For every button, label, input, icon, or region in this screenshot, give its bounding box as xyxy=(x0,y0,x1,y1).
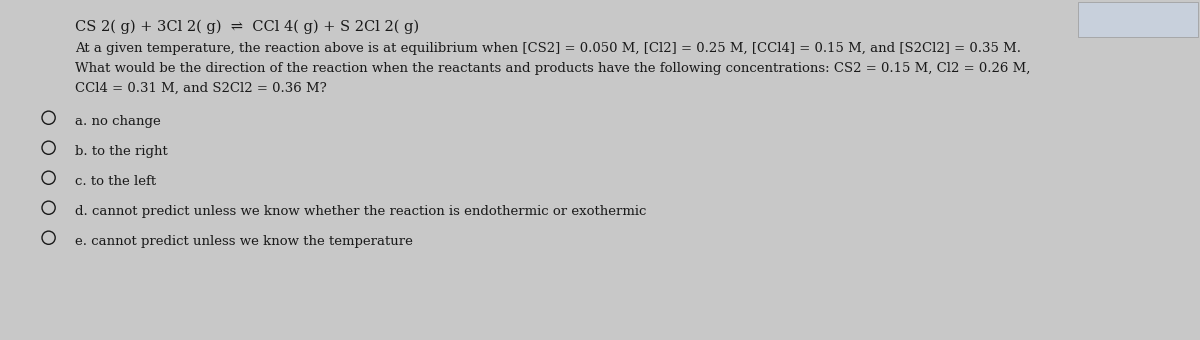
Text: CS 2( g) + 3Cl 2( g)  ⇌  CCl 4( g) + S 2Cl 2( g): CS 2( g) + 3Cl 2( g) ⇌ CCl 4( g) + S 2Cl… xyxy=(74,20,419,34)
Text: d. cannot predict unless we know whether the reaction is endothermic or exotherm: d. cannot predict unless we know whether… xyxy=(74,205,647,218)
Text: At a given temperature, the reaction above is at equilibrium when [CS2] = 0.050 : At a given temperature, the reaction abo… xyxy=(74,42,1021,55)
Text: CCl4 = 0.31 M, and S2Cl2 = 0.36 M?: CCl4 = 0.31 M, and S2Cl2 = 0.36 M? xyxy=(74,82,326,95)
Text: b. to the right: b. to the right xyxy=(74,145,168,158)
Text: c. to the left: c. to the left xyxy=(74,175,156,188)
Text: a. no change: a. no change xyxy=(74,115,161,128)
Text: What would be the direction of the reaction when the reactants and products have: What would be the direction of the react… xyxy=(74,62,1031,75)
Text: e. cannot predict unless we know the temperature: e. cannot predict unless we know the tem… xyxy=(74,235,413,248)
